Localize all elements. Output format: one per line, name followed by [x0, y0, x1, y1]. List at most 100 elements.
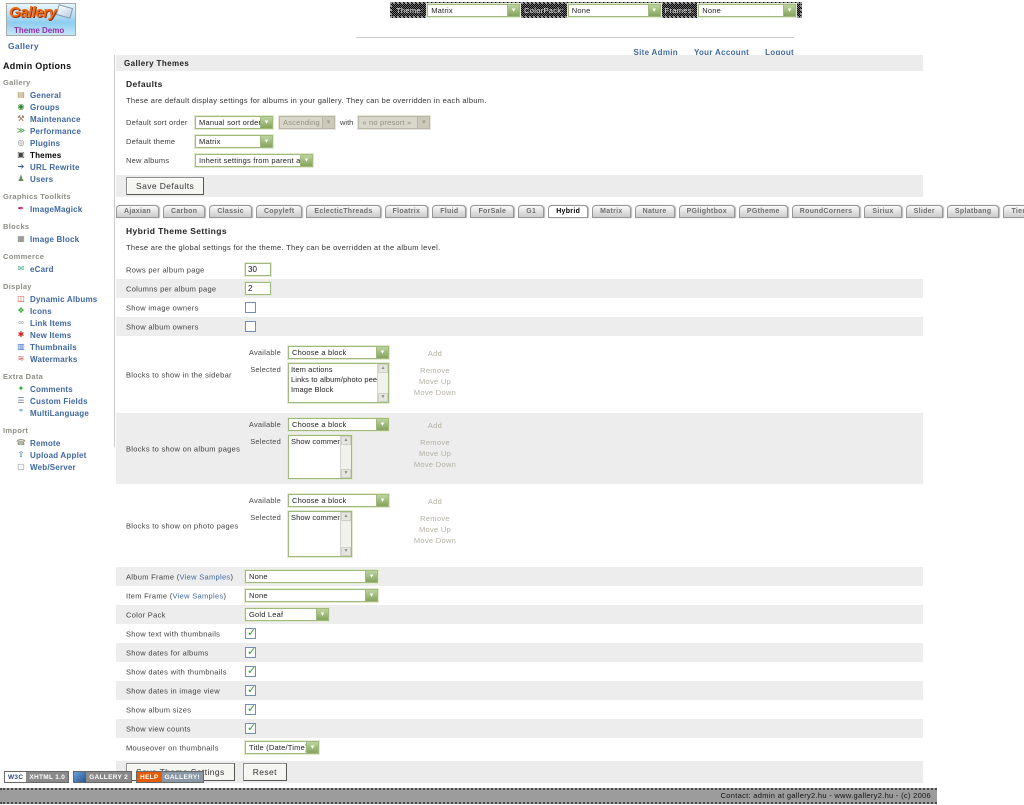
choose-block-select[interactable]: Choose a block ▾: [288, 418, 389, 431]
tab-pglightbox[interactable]: PGlightbox: [678, 205, 735, 218]
selected-blocks-listbox[interactable]: Item actions Links to album/photo peers Im…: [288, 363, 389, 403]
tab-g1[interactable]: G1: [518, 205, 545, 218]
tab-matrix[interactable]: Matrix: [592, 205, 631, 218]
tab-fluid[interactable]: Fluid: [432, 205, 467, 218]
header-link-site-admin[interactable]: Site Admin: [633, 48, 678, 57]
sidebar-item-ecard[interactable]: ✉ eCard: [0, 263, 114, 275]
show-dates-in-image-view-checkbox[interactable]: [245, 683, 256, 696]
tab-carbon[interactable]: Carbon: [163, 205, 206, 218]
help-gallery-badge[interactable]: HELP GALLERY!: [136, 771, 204, 783]
columns-per-album-page-input[interactable]: [245, 282, 271, 295]
dropdown-arrow-icon: ▾: [316, 609, 328, 620]
tab-classic[interactable]: Classic: [209, 205, 252, 218]
tab-splatbang[interactable]: Splatbang: [946, 205, 1000, 218]
tab-ajaxian[interactable]: Ajaxian: [116, 205, 159, 218]
show-dates-for-albums-checkbox[interactable]: [245, 645, 256, 658]
sidebar-item-remote[interactable]: ☎ Remote: [0, 437, 114, 449]
choose-block-select[interactable]: Choose a block ▾: [288, 346, 389, 359]
scrollbar[interactable]: ▲ ▼: [340, 512, 351, 556]
show-album-owners-checkbox[interactable]: [245, 321, 256, 332]
reset-button[interactable]: Reset: [242, 763, 287, 781]
tab-floatrix[interactable]: Floatrix: [384, 205, 429, 218]
tab-hybrid[interactable]: Hybrid: [548, 205, 589, 218]
scroll-down-icon[interactable]: ▼: [341, 469, 351, 478]
tab-pgtheme[interactable]: PGtheme: [738, 205, 788, 218]
theme-select[interactable]: Matrix ▾: [427, 3, 521, 17]
rows-per-album-page-input[interactable]: [245, 263, 271, 276]
tab-tien[interactable]: Tien: [1003, 205, 1024, 218]
view-samples-link[interactable]: View Samples: [179, 572, 231, 581]
sidebar-item-general[interactable]: ▤ General: [0, 89, 114, 101]
breadcrumb[interactable]: Gallery: [8, 41, 39, 51]
theme-settings-section: Hybrid Theme Settings These are the glob…: [116, 226, 923, 783]
tab-siriux[interactable]: Siriux: [864, 205, 902, 218]
scrollbar[interactable]: ▲ ▼: [377, 364, 388, 402]
sidebar-item-upload-applet[interactable]: ⇧ Upload Applet: [0, 449, 114, 461]
color-pack-select[interactable]: Gold Leaf ▾: [245, 608, 329, 621]
scroll-up-icon[interactable]: ▲: [378, 364, 388, 373]
scroll-down-icon[interactable]: ▼: [341, 547, 351, 556]
frames-select[interactable]: None ▾: [698, 3, 797, 17]
sidebar-item-performance[interactable]: ≫ Performance: [0, 125, 114, 137]
selected-blocks-listbox[interactable]: Show comments▲▼: [288, 435, 352, 479]
tab-forsale[interactable]: ForSale: [470, 205, 515, 218]
tab-slider[interactable]: Slider: [905, 205, 943, 218]
sidebar-item-users[interactable]: ♟ Users: [0, 173, 114, 185]
sidebar-item-maintenance[interactable]: ⚒ Maintenance: [0, 113, 114, 125]
scroll-up-icon[interactable]: ▲: [341, 512, 351, 521]
default-theme-row: Default theme Matrix ▾: [116, 132, 923, 151]
item-frame-select[interactable]: None ▾: [245, 589, 378, 602]
list-item[interactable]: Show comments: [291, 513, 340, 522]
show-album-sizes-checkbox[interactable]: [245, 702, 256, 715]
save-defaults-button[interactable]: Save Defaults: [126, 177, 205, 195]
sidebar-item-themes[interactable]: ▣ Themes: [0, 149, 114, 161]
sidebar-item-icons[interactable]: ❖ Icons: [0, 305, 114, 317]
tab-nature[interactable]: Nature: [634, 205, 675, 218]
settings-row-blocks-to-show-on-photo-pages: Blocks to show on photo pages Available Ch…: [116, 489, 923, 562]
tab-eclecticthreads[interactable]: EclecticThreads: [306, 205, 381, 218]
list-item[interactable]: Links to album/photo peers: [291, 375, 377, 384]
sidebar-item-link-items[interactable]: ∞ Link Items: [0, 317, 114, 329]
w3c-xhtml-badge[interactable]: W3C XHTML 1.0: [4, 771, 70, 783]
show-view-counts-checkbox[interactable]: [245, 721, 256, 734]
sidebar-item-comments[interactable]: ✦ Comments: [0, 383, 114, 395]
header-link-your-account[interactable]: Your Account: [693, 48, 750, 57]
tab-copyleft[interactable]: Copyleft: [255, 205, 303, 218]
scroll-down-icon[interactable]: ▼: [378, 393, 388, 402]
album-frame-select[interactable]: None ▾: [245, 570, 378, 583]
new-albums-select[interactable]: Inherit settings from parent album ▾: [195, 154, 313, 167]
gallery2-badge[interactable]: GALLERY 2: [73, 771, 132, 783]
sidebar-item-imagemagick[interactable]: ✒ ImageMagick: [0, 203, 114, 215]
sidebar-item-dynamic-albums[interactable]: ◫ Dynamic Albums: [0, 293, 114, 305]
gallery-logo[interactable]: Gallery Theme Demo: [6, 3, 76, 36]
show-dates-with-thumbnails-checkbox[interactable]: [245, 664, 256, 677]
header-link-logout[interactable]: Logout: [765, 48, 794, 57]
show-text-with-thumbnails-checkbox[interactable]: [245, 626, 256, 639]
mouseover-on-thumbnails-select[interactable]: Title (Date/Time) ▾: [245, 741, 319, 754]
list-item[interactable]: Item actions: [291, 365, 333, 374]
url-rewrite-icon: ➔: [17, 162, 25, 171]
show-image-owners-checkbox[interactable]: [245, 302, 256, 313]
default-theme-select[interactable]: Matrix ▾: [195, 135, 273, 148]
sidebar-item-multilanguage[interactable]: ❞ MultiLanguage: [0, 407, 114, 419]
sidebar-item-url-rewrite[interactable]: ➔ URL Rewrite: [0, 161, 114, 173]
view-samples-link[interactable]: View Samples: [172, 591, 224, 600]
choose-block-select[interactable]: Choose a block ▾: [288, 494, 389, 507]
selected-blocks-listbox[interactable]: Show comments▲▼: [288, 511, 352, 557]
sidebar-item-plugins[interactable]: ◎ Plugins: [0, 137, 114, 149]
row-label: Mouseover on thumbnails: [126, 743, 219, 752]
list-item[interactable]: Show comments: [291, 437, 340, 446]
list-item[interactable]: Image Block: [291, 385, 334, 394]
scroll-up-icon[interactable]: ▲: [341, 436, 351, 445]
sidebar-item-watermarks[interactable]: ≋ Watermarks: [0, 353, 114, 365]
colorpack-select[interactable]: None ▾: [567, 3, 661, 17]
sidebar-item-image-block[interactable]: ▦ Image Block: [0, 233, 114, 245]
sidebar-item-thumbnails[interactable]: ▥ Thumbnails: [0, 341, 114, 353]
sidebar-item-custom-fields[interactable]: ☰ Custom Fields: [0, 395, 114, 407]
sidebar-item-groups[interactable]: ◉ Groups: [0, 101, 114, 113]
scrollbar[interactable]: ▲ ▼: [340, 436, 351, 478]
sidebar-item-web-server[interactable]: ▢ Web/Server: [0, 461, 114, 473]
sidebar-item-new-items[interactable]: ✱ New Items: [0, 329, 114, 341]
default-sort-order-select[interactable]: Manual sort order ▾: [195, 116, 273, 129]
tab-roundcorners[interactable]: RoundCorners: [791, 205, 861, 218]
